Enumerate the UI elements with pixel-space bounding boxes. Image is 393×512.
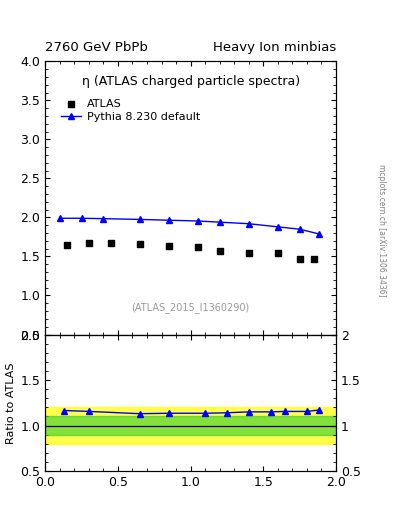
Pythia 8.230 default <box>57 215 62 221</box>
Pythia 8.230 default <box>79 215 84 221</box>
Legend: ATLAS, Pythia 8.230 default: ATLAS, Pythia 8.230 default <box>57 94 204 126</box>
Line: Pythia 8.230 default: Pythia 8.230 default <box>57 215 322 237</box>
Pythia 8.230 default <box>275 224 280 230</box>
ATLAS <box>64 241 70 249</box>
ATLAS <box>137 240 143 248</box>
ATLAS <box>86 239 92 247</box>
ATLAS <box>311 255 318 263</box>
Text: η (ATLAS charged particle spectra): η (ATLAS charged particle spectra) <box>81 75 300 88</box>
Pythia 8.230 default <box>138 217 142 223</box>
Text: (ATLAS_2015_I1360290): (ATLAS_2015_I1360290) <box>132 302 250 313</box>
Bar <box>45 416 336 435</box>
ATLAS <box>217 247 223 255</box>
ATLAS <box>195 243 201 251</box>
Pythia 8.230 default <box>316 231 321 237</box>
ATLAS <box>246 248 252 257</box>
Pythia 8.230 default <box>196 218 200 224</box>
Pythia 8.230 default <box>217 219 222 225</box>
Pythia 8.230 default <box>101 216 106 222</box>
ATLAS <box>108 239 114 247</box>
Pythia 8.230 default <box>298 226 302 232</box>
Pythia 8.230 default <box>246 221 251 227</box>
Pythia 8.230 default <box>167 217 171 223</box>
Bar <box>45 408 336 444</box>
ATLAS <box>166 242 172 250</box>
ATLAS <box>275 249 281 258</box>
Text: mcplots.cern.ch [arXiv:1306.3436]: mcplots.cern.ch [arXiv:1306.3436] <box>377 164 386 297</box>
Text: 2760 GeV PbPb: 2760 GeV PbPb <box>45 41 148 54</box>
ATLAS <box>297 255 303 263</box>
Y-axis label: Ratio to ATLAS: Ratio to ATLAS <box>6 362 16 443</box>
Text: Heavy Ion minbias: Heavy Ion minbias <box>213 41 336 54</box>
